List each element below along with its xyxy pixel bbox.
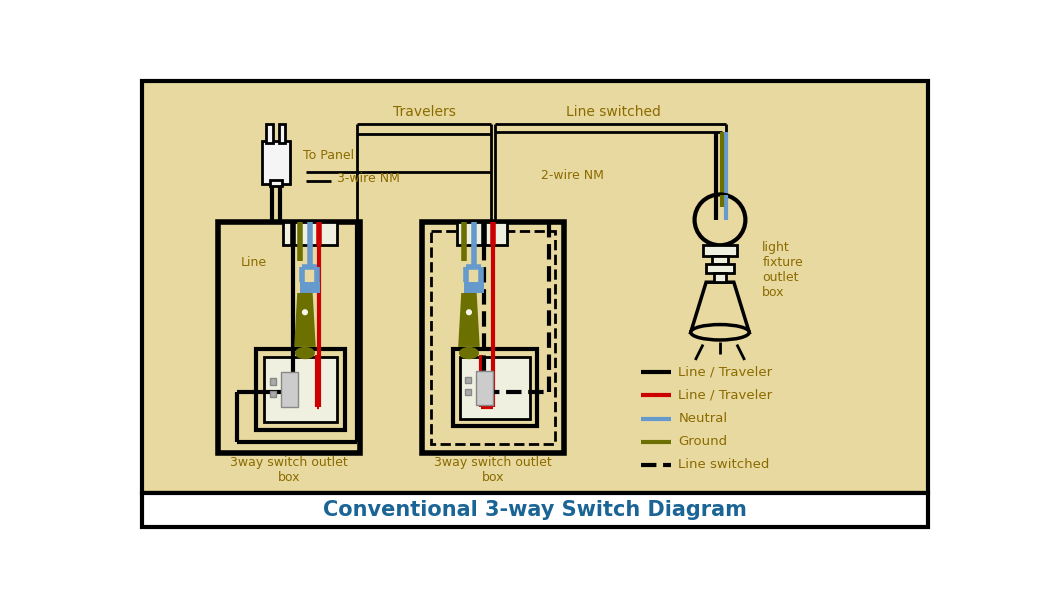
Bar xyxy=(465,377,471,383)
Polygon shape xyxy=(691,282,749,332)
Text: 3way switch outlet
box: 3way switch outlet box xyxy=(434,456,552,484)
Text: 3way switch outlet
box: 3way switch outlet box xyxy=(230,456,348,484)
Bar xyxy=(713,256,727,264)
Bar xyxy=(703,245,737,256)
Text: light
fixture
outlet
box: light fixture outlet box xyxy=(762,241,803,299)
Bar xyxy=(706,264,734,273)
Circle shape xyxy=(466,309,472,316)
Bar xyxy=(461,357,530,419)
Bar xyxy=(270,180,282,186)
Text: Neutral: Neutral xyxy=(678,412,727,425)
Polygon shape xyxy=(295,293,316,347)
Text: Line: Line xyxy=(241,256,268,269)
Bar xyxy=(457,222,507,245)
Text: 3-wire NM: 3-wire NM xyxy=(338,172,400,185)
Text: Line / Traveler: Line / Traveler xyxy=(678,366,772,379)
Text: To Panel: To Panel xyxy=(303,149,354,161)
Circle shape xyxy=(302,309,308,316)
Bar xyxy=(283,222,338,245)
Bar xyxy=(279,124,285,143)
Ellipse shape xyxy=(295,347,315,359)
Polygon shape xyxy=(458,293,480,347)
Bar xyxy=(218,222,361,453)
Bar xyxy=(464,282,484,293)
Bar xyxy=(262,141,289,184)
Text: Travelers: Travelers xyxy=(393,105,456,119)
Bar xyxy=(271,391,277,397)
Ellipse shape xyxy=(459,347,479,359)
Bar xyxy=(264,357,338,422)
Text: Conventional 3-way Switch Diagram: Conventional 3-way Switch Diagram xyxy=(323,500,747,520)
Circle shape xyxy=(695,194,745,245)
Bar xyxy=(256,349,345,430)
Bar xyxy=(714,273,726,282)
Bar xyxy=(422,222,564,453)
Bar xyxy=(266,124,273,143)
Text: Ground: Ground xyxy=(678,435,727,448)
Text: Line / Traveler: Line / Traveler xyxy=(678,389,772,402)
Text: Line switched: Line switched xyxy=(678,458,770,471)
Bar xyxy=(452,349,537,426)
Bar xyxy=(300,282,321,293)
Bar xyxy=(465,389,471,395)
Bar xyxy=(475,371,493,404)
Ellipse shape xyxy=(691,325,749,340)
Bar xyxy=(432,232,555,444)
Text: 2-wire NM: 2-wire NM xyxy=(541,169,604,182)
Bar xyxy=(142,493,928,527)
Bar xyxy=(271,379,277,385)
Bar xyxy=(281,372,298,407)
Bar xyxy=(142,81,928,493)
Text: Line switched: Line switched xyxy=(565,105,660,119)
